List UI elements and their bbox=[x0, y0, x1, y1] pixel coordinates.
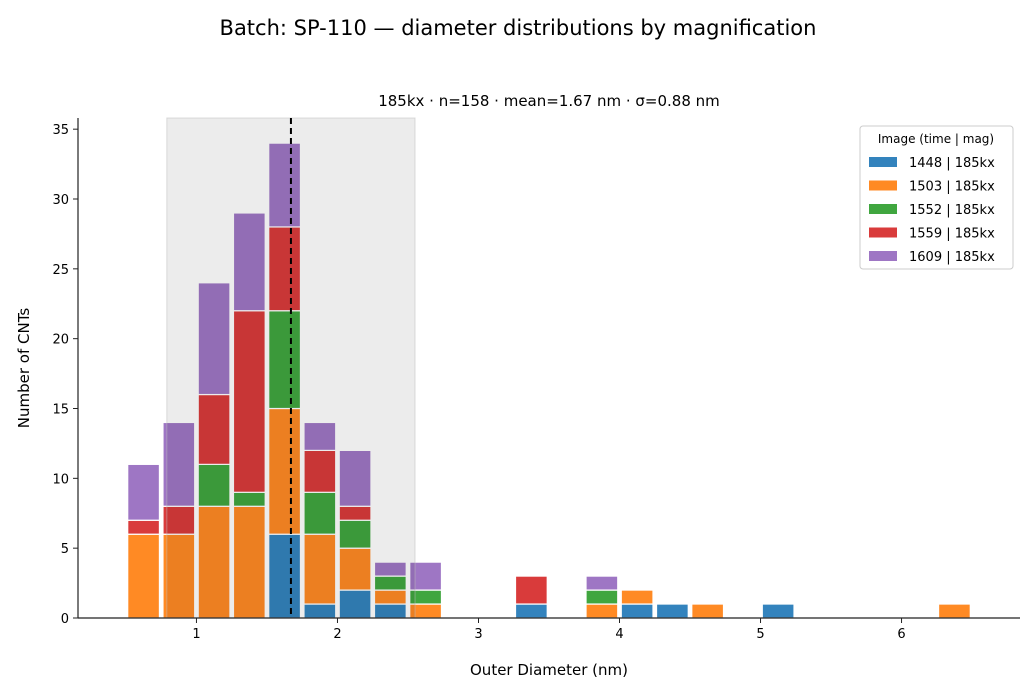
bar-segment-1 bbox=[655, 603, 689, 619]
bar-segment-3 bbox=[585, 589, 619, 605]
legend-entry-5: 1609 | 185kx bbox=[909, 250, 995, 265]
bar-segment-5 bbox=[303, 421, 337, 452]
x-tick-label: 1 bbox=[192, 627, 200, 642]
legend-box bbox=[859, 125, 1014, 270]
legend-swatch-3 bbox=[869, 204, 897, 214]
y-tick-label: 15 bbox=[52, 403, 69, 418]
y-tick-label: 10 bbox=[52, 472, 69, 487]
x-tick-label: 5 bbox=[756, 627, 764, 642]
bar-segment-5 bbox=[373, 561, 407, 577]
bar-segment-3 bbox=[338, 519, 372, 549]
y-tick-label: 25 bbox=[52, 263, 69, 278]
x-tick-label: 3 bbox=[474, 627, 482, 642]
bar-segment-3 bbox=[268, 310, 302, 410]
legend-swatch-2 bbox=[869, 180, 897, 191]
bar-segment-4 bbox=[197, 393, 231, 465]
legend-entry-2: 1503 | 185kx bbox=[909, 180, 995, 195]
y-tick-label: 35 bbox=[52, 123, 69, 138]
x-tick-label: 4 bbox=[615, 627, 623, 642]
chart-subtitle: 185kx · n=158 · mean=1.67 nm · σ=0.88 nm bbox=[378, 92, 720, 110]
bar-segment-4 bbox=[127, 519, 161, 535]
chart-title: Batch: SP-110 — diameter distributions b… bbox=[220, 16, 817, 40]
bar-segment-2 bbox=[691, 603, 725, 619]
y-tick-label: 30 bbox=[52, 193, 69, 208]
bar-segment-4 bbox=[514, 575, 548, 605]
bar-segment-4 bbox=[232, 310, 266, 493]
bar-segment-5 bbox=[162, 421, 196, 507]
bar-segment-5 bbox=[585, 575, 619, 591]
bar-segment-2 bbox=[620, 589, 654, 605]
legend-title: Image (time | mag) bbox=[878, 132, 994, 146]
bar-segment-2 bbox=[338, 547, 372, 591]
bar-segment-4 bbox=[162, 505, 196, 535]
bar-segment-2 bbox=[127, 533, 161, 619]
bar-segment-2 bbox=[162, 533, 196, 619]
legend-entry-1: 1448 | 185kx bbox=[909, 156, 995, 171]
bar-segment-2 bbox=[303, 533, 337, 605]
bar-segment-5 bbox=[197, 282, 231, 396]
bar-segment-1 bbox=[514, 603, 548, 619]
bar-segment-2 bbox=[937, 603, 971, 619]
legend-swatch-5 bbox=[869, 251, 897, 261]
legend-entry-3: 1552 | 185kx bbox=[909, 203, 995, 218]
bar-segment-2 bbox=[268, 407, 302, 535]
y-tick-label: 20 bbox=[52, 333, 69, 348]
legend: Image (time | mag) 1448 | 185kx 1503 | 18… bbox=[859, 125, 1014, 270]
bar-segment-3 bbox=[197, 463, 231, 507]
bar-segment-5 bbox=[127, 463, 161, 521]
bar-segment-2 bbox=[197, 505, 231, 619]
x-tick-label: 6 bbox=[897, 627, 905, 642]
y-tick-label: 0 bbox=[61, 612, 69, 627]
bar-segment-5 bbox=[268, 142, 302, 228]
bar-segment-1 bbox=[620, 603, 654, 619]
bar-segment-1 bbox=[761, 603, 795, 619]
bar-segment-2 bbox=[232, 505, 266, 619]
y-tick-label: 5 bbox=[61, 542, 69, 557]
legend-swatch-1 bbox=[869, 157, 897, 167]
legend-entry-4: 1559 | 185kx bbox=[909, 227, 995, 242]
legend-swatch-4 bbox=[869, 227, 897, 238]
x-axis-label: Outer Diameter (nm) bbox=[470, 661, 628, 679]
bar-segment-2 bbox=[585, 603, 619, 619]
x-tick-label: 2 bbox=[333, 627, 341, 642]
y-axis-label: Number of CNTs bbox=[15, 308, 33, 429]
bar-segment-5 bbox=[338, 449, 372, 507]
bar-segment-5 bbox=[232, 212, 266, 312]
